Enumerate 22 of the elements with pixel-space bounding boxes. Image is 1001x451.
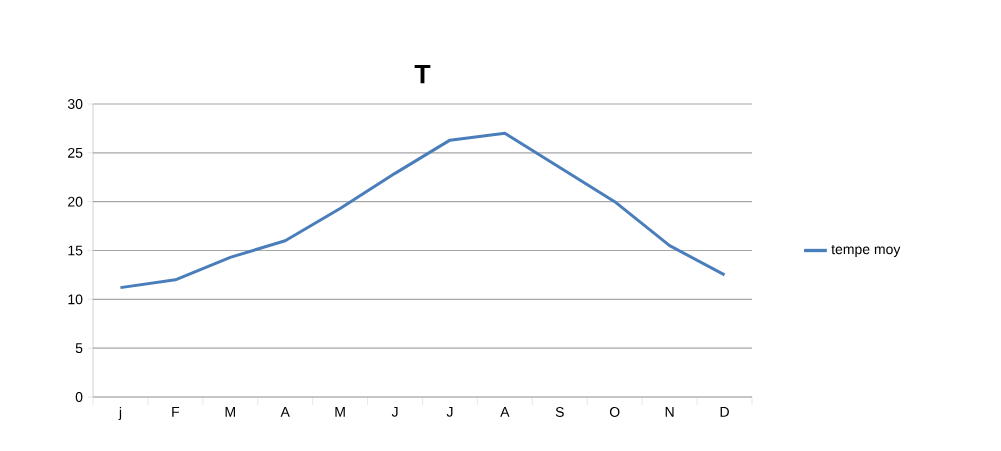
line-series [118,131,727,290]
x-tick-label: J [446,407,453,417]
chart-title: T [414,64,431,84]
x-tick-label: D [720,407,729,417]
x-tick-label: N [665,407,674,417]
x-tick-label: O [609,407,620,417]
x-tick-label: j [118,407,122,421]
x-tick-label: A [500,407,510,417]
x-tick-label: F [172,407,180,417]
y-tick-label: 10 [68,294,83,305]
x-tick-label: J [391,407,398,417]
legend-label: tempe moy [831,244,901,257]
x-tick-label: M [335,407,345,417]
y-tick-label: 5 [75,343,83,354]
x-tick-label: S [555,407,564,417]
y-tick-label: 20 [68,196,83,207]
x-tick-label: M [225,407,235,417]
y-tick-label: 25 [68,147,83,158]
y-tick-label: 30 [67,99,83,109]
y-tick-label: 0 [75,392,83,402]
x-tick-label: A [280,407,290,417]
y-tick-label: 15 [68,245,83,256]
